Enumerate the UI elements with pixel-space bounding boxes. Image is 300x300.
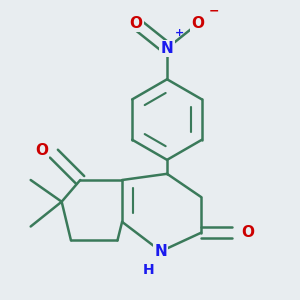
Text: H: H xyxy=(142,263,154,277)
Text: O: O xyxy=(241,225,254,240)
Text: N: N xyxy=(161,41,173,56)
Text: −: − xyxy=(208,4,219,18)
Text: N: N xyxy=(154,244,167,259)
Text: O: O xyxy=(191,16,205,31)
Text: +: + xyxy=(175,28,184,38)
Text: O: O xyxy=(35,143,48,158)
Text: O: O xyxy=(130,16,142,31)
